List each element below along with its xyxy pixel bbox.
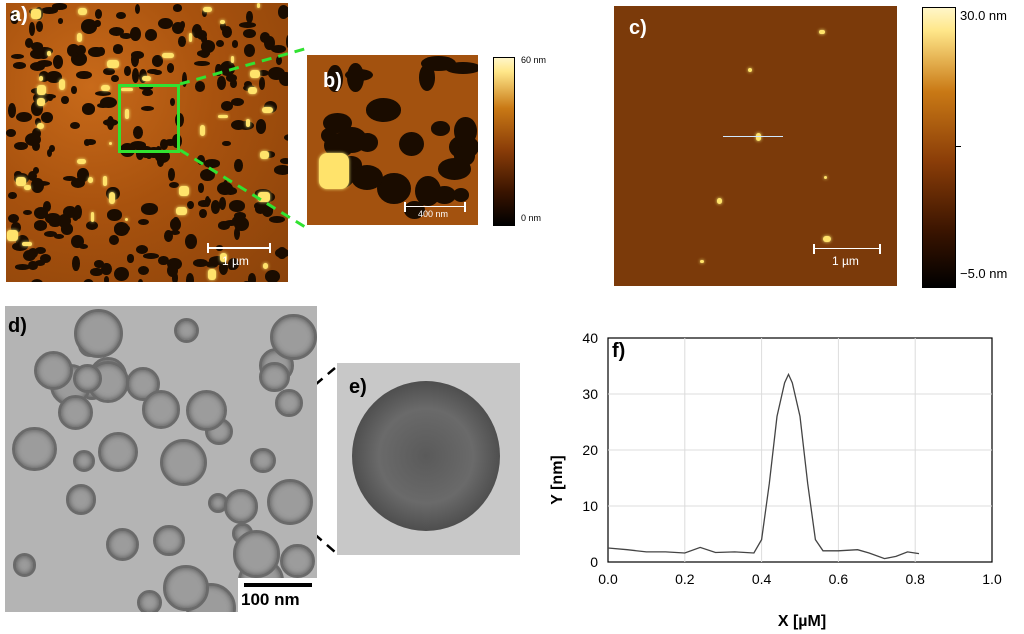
x-tick-label: 0.2 bbox=[675, 571, 695, 587]
panel-label-e: e) bbox=[349, 376, 367, 398]
y-tick-label: 0 bbox=[590, 554, 598, 570]
panel-label-a: a) bbox=[10, 4, 28, 26]
scale-label-d: 100 nm bbox=[241, 590, 300, 609]
x-axis-label: X [µM] bbox=[778, 613, 826, 630]
vesicle bbox=[352, 381, 500, 531]
panel-label-d: d) bbox=[8, 315, 27, 337]
scale-bar-d bbox=[244, 583, 312, 587]
colorbar-b bbox=[493, 57, 515, 226]
colorbar-max-b: 60 nm bbox=[521, 55, 547, 65]
y-tick-label: 10 bbox=[582, 498, 598, 514]
zoom-box bbox=[118, 84, 180, 153]
colorbar-c-midtick bbox=[955, 146, 961, 147]
x-tick-label: 0.4 bbox=[752, 571, 772, 587]
afm-image-b: 400 nm bbox=[307, 55, 478, 225]
colorbar-c bbox=[922, 7, 956, 288]
x-tick-label: 0.0 bbox=[598, 571, 618, 587]
scale-bar-c bbox=[813, 244, 881, 254]
panel-label-c: c) bbox=[629, 17, 647, 39]
profile-line bbox=[723, 136, 783, 137]
colorbar-min-b: 0 nm bbox=[521, 213, 542, 223]
tem-image-e bbox=[337, 363, 520, 555]
scale-label-a: 1 µm bbox=[222, 254, 249, 268]
panel-label-b: b) bbox=[323, 70, 342, 92]
afm-image-c: 1 µm bbox=[614, 6, 897, 286]
afm-image-a: 1 µm bbox=[6, 3, 288, 282]
tem-image-d: 100 nm bbox=[5, 306, 317, 612]
scale-bar-a bbox=[207, 243, 271, 253]
y-tick-label: 20 bbox=[582, 442, 598, 458]
x-tick-label: 1.0 bbox=[982, 571, 1002, 587]
colorbar-min-c: −5.0 nm bbox=[960, 266, 1008, 281]
x-tick-label: 0.8 bbox=[905, 571, 925, 587]
scale-bar-b bbox=[404, 202, 466, 212]
y-axis-label: Y [nm] bbox=[549, 455, 566, 504]
x-tick-label: 0.6 bbox=[829, 571, 849, 587]
series-line bbox=[607, 372, 920, 560]
y-tick-label: 40 bbox=[582, 330, 598, 346]
chart-f: 0.0 0.2 0.4 0.6 0.8 1.0 0 10 20 30 40 Y [nm] X [µM… bbox=[549, 330, 1002, 630]
panel-label-f: f) bbox=[612, 340, 626, 362]
y-tick-label: 30 bbox=[582, 386, 598, 402]
scale-label-c: 1 µm bbox=[832, 254, 859, 268]
colorbar-max-c: 30.0 nm bbox=[960, 8, 1007, 23]
scale-label-b: 400 nm bbox=[418, 209, 449, 219]
